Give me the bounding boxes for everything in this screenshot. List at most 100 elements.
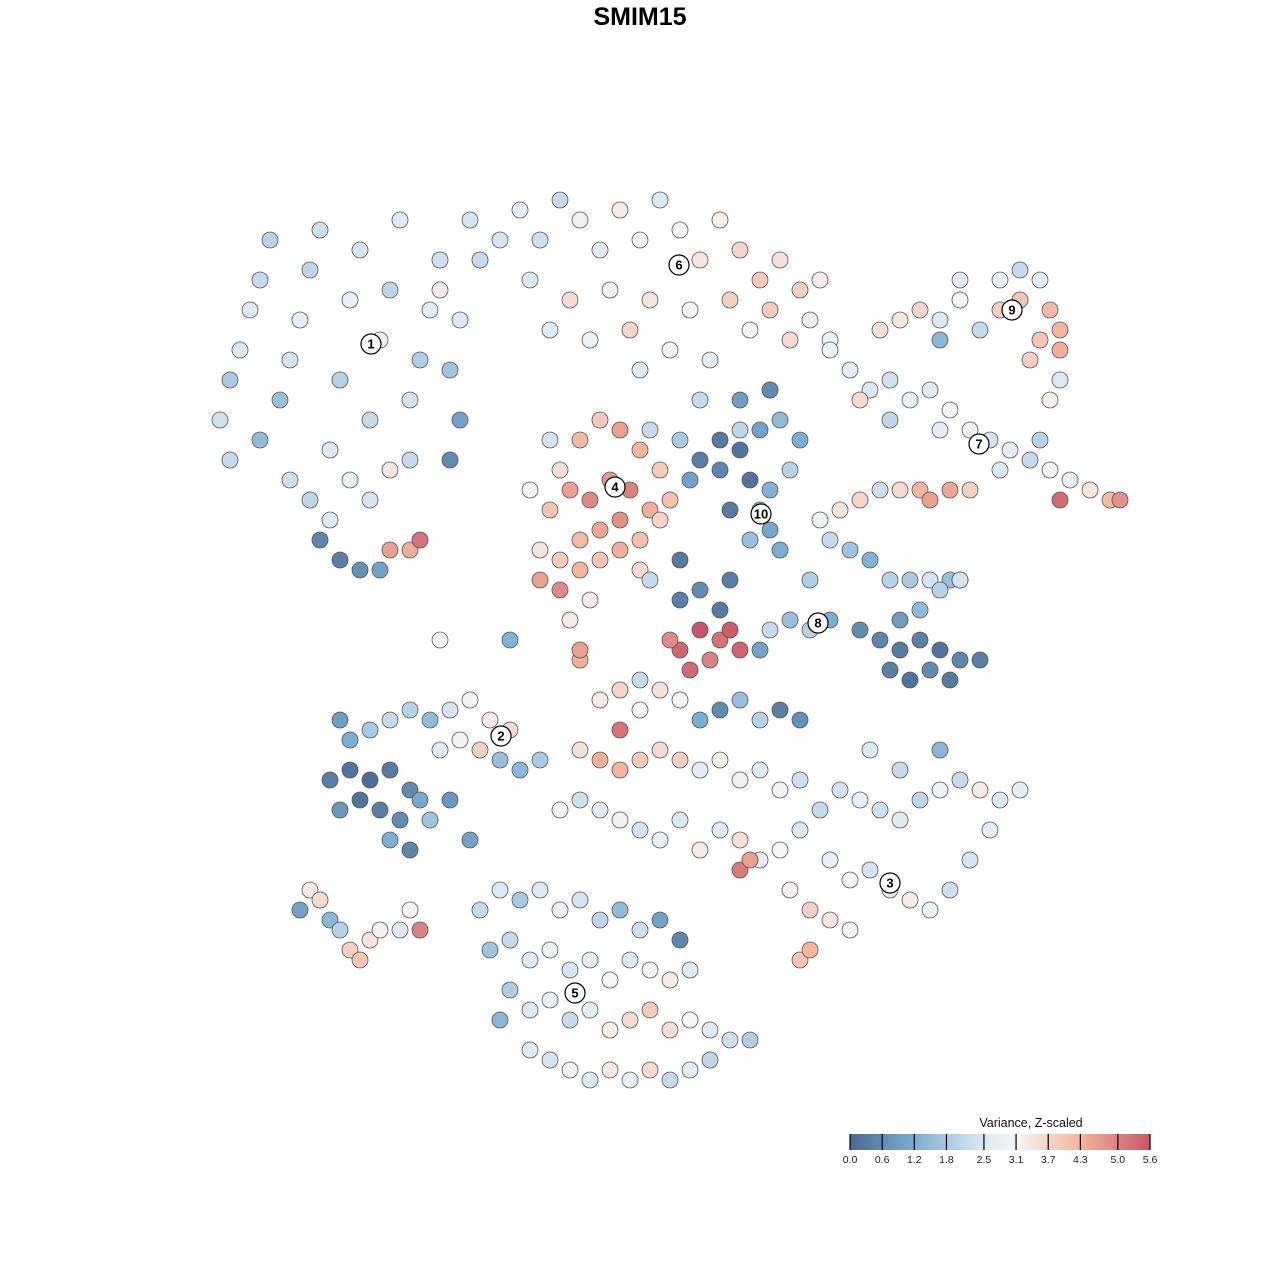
data-point <box>871 801 889 819</box>
data-point <box>751 711 769 729</box>
data-point <box>451 311 469 329</box>
data-point <box>551 581 569 599</box>
data-point <box>431 251 449 269</box>
data-point <box>1041 301 1059 319</box>
data-point <box>791 821 809 839</box>
data-point <box>931 581 949 599</box>
data-point <box>801 901 819 919</box>
data-point <box>841 871 859 889</box>
data-point <box>861 381 879 399</box>
data-point <box>651 831 669 849</box>
data-point <box>551 801 569 819</box>
data-point <box>641 291 659 309</box>
data-point <box>991 271 1009 289</box>
data-point <box>341 471 359 489</box>
data-point <box>531 571 549 589</box>
data-point <box>271 391 289 409</box>
data-point <box>1061 471 1079 489</box>
data-point <box>951 651 969 669</box>
data-point <box>921 661 939 679</box>
data-point <box>571 741 589 759</box>
data-point <box>761 481 779 499</box>
data-point <box>441 701 459 719</box>
cluster-labels: 1 6 9 7 4 10 8 2 3 5 <box>360 254 1023 1004</box>
data-point <box>1021 451 1039 469</box>
data-point <box>1041 461 1059 479</box>
data-point <box>741 471 759 489</box>
data-point <box>581 1071 599 1089</box>
data-point <box>831 501 849 519</box>
data-point <box>781 611 799 629</box>
data-point <box>591 241 609 259</box>
data-point <box>651 681 669 699</box>
data-point <box>631 671 649 689</box>
data-point <box>731 391 749 409</box>
data-point <box>461 691 479 709</box>
data-point <box>281 351 299 369</box>
data-point <box>671 811 689 829</box>
data-point <box>561 611 579 629</box>
data-point <box>731 771 749 789</box>
data-point <box>431 281 449 299</box>
cluster-label-marker <box>564 982 586 1004</box>
data-point <box>471 741 489 759</box>
cluster-label-4: 4 <box>604 476 626 498</box>
data-point <box>971 321 989 339</box>
data-point <box>841 361 859 379</box>
data-point <box>521 271 539 289</box>
data-point <box>721 291 739 309</box>
data-point <box>771 541 789 559</box>
data-point <box>731 441 749 459</box>
data-point <box>541 501 559 519</box>
data-point <box>591 911 609 929</box>
cluster-label-text: 1 <box>367 337 374 352</box>
data-point <box>401 451 419 469</box>
data-point <box>321 911 339 929</box>
data-point <box>651 511 669 529</box>
data-point <box>671 551 689 569</box>
data-point <box>831 781 849 799</box>
data-point <box>291 901 309 919</box>
data-point <box>331 371 349 389</box>
data-point <box>841 921 859 939</box>
data-point <box>281 471 299 489</box>
data-point <box>491 881 509 899</box>
data-point <box>641 961 659 979</box>
data-point <box>591 751 609 769</box>
data-point <box>341 761 359 779</box>
data-point <box>821 851 839 869</box>
data-point <box>921 491 939 509</box>
data-point <box>921 901 939 919</box>
data-point <box>541 321 559 339</box>
data-point <box>951 771 969 789</box>
data-point <box>561 291 579 309</box>
data-point <box>931 331 949 349</box>
colorbar-tick-label: 5.0 <box>1111 1154 1126 1166</box>
data-point <box>801 311 819 329</box>
cluster-label-6: 6 <box>668 254 690 276</box>
data-point <box>381 761 399 779</box>
data-point <box>361 721 379 739</box>
data-point <box>921 571 939 589</box>
data-point <box>761 301 779 319</box>
colorbar-tick-label: 3.7 <box>1041 1154 1056 1166</box>
colorbar-tick-label: 0.6 <box>875 1154 890 1166</box>
data-point <box>521 951 539 969</box>
data-point <box>1111 491 1129 509</box>
data-point <box>631 361 649 379</box>
data-point <box>711 601 729 619</box>
colorbar-gradient <box>850 1134 1150 1150</box>
data-point <box>961 421 979 439</box>
data-point <box>381 711 399 729</box>
data-point <box>401 391 419 409</box>
data-point <box>661 1071 679 1089</box>
data-point <box>681 471 699 489</box>
cluster-label-2: 2 <box>490 725 512 747</box>
data-point <box>401 841 419 859</box>
data-point <box>571 431 589 449</box>
data-point <box>721 501 739 519</box>
data-point <box>681 1011 699 1029</box>
data-point <box>561 481 579 499</box>
data-point <box>881 661 899 679</box>
